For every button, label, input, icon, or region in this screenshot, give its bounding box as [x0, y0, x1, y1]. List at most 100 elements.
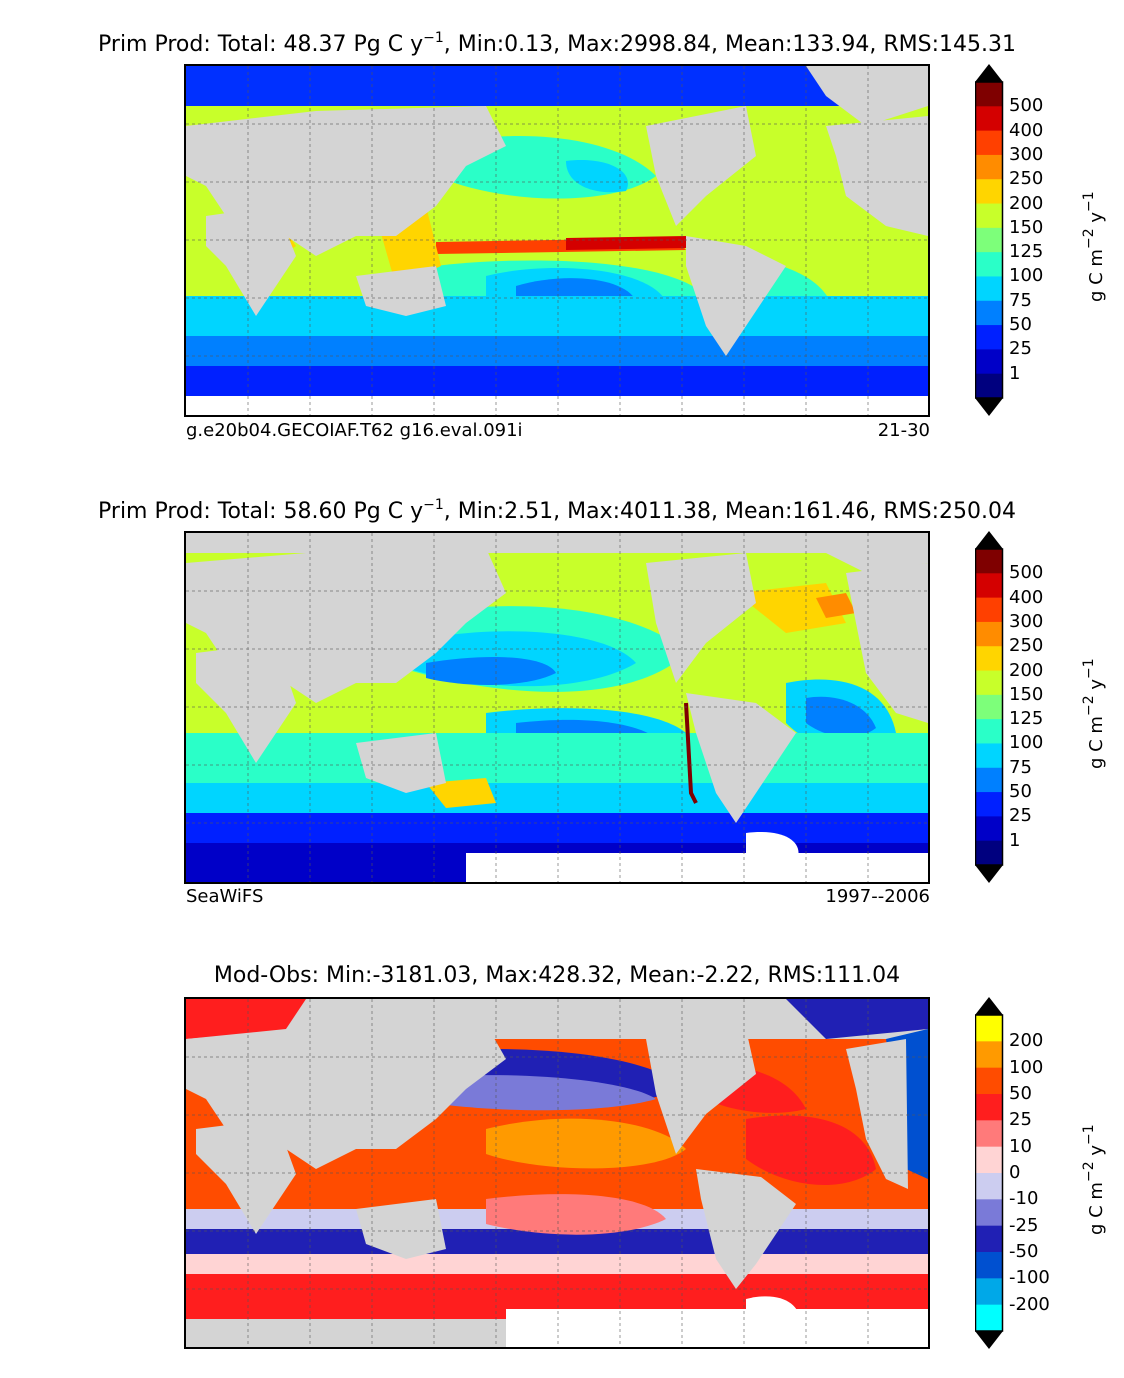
colorbar-swatch — [975, 252, 1003, 277]
colorbar-tick-label: 125 — [1009, 241, 1044, 263]
colorbar-swatch — [975, 597, 1003, 623]
colorbar-tick-label: 0 — [1009, 1162, 1021, 1183]
panel1-right-label: 21-30 — [877, 420, 930, 441]
colorbar-frame — [975, 81, 1004, 399]
colorbar-swatch — [975, 106, 1003, 132]
colorbar-swatch — [975, 349, 1003, 375]
panel1-title-sup: −1 — [423, 30, 444, 46]
colorbar-tick-label: 10 — [1009, 1135, 1032, 1157]
colorbar-tick-label: -200 — [1009, 1293, 1050, 1315]
colorbar-frame — [975, 1014, 1004, 1332]
panel2-right-label: 1997--2006 — [825, 886, 930, 907]
colorbar-tick-label: -100 — [1009, 1267, 1050, 1289]
colorbar-swatch — [975, 300, 1003, 326]
colorbar-tick-label: 75 — [1009, 289, 1032, 311]
colorbar-unit-label: g C m−2 y−1 — [1081, 1124, 1107, 1235]
colorbar-swatch — [975, 373, 1003, 399]
panel2-title-prefix: Prim Prod: Total: 58.60 Pg C y — [98, 499, 424, 524]
panel2-title-sup: −1 — [423, 497, 444, 513]
colorbar-swatch — [975, 694, 1003, 720]
colorbar-tick-label: 50 — [1009, 1083, 1032, 1104]
colorbar-min-arrow — [975, 398, 1003, 416]
colorbar-max-arrow — [975, 64, 1003, 82]
colorbar-swatch — [975, 1067, 1003, 1095]
colorbar-swatch — [975, 646, 1003, 672]
colorbar-swatch — [975, 767, 1003, 793]
panel3-map — [184, 997, 930, 1349]
colorbar-tick-label: 25 — [1009, 805, 1032, 827]
colorbar-unit-label: g C m−2 y−1 — [1081, 658, 1107, 769]
colorbar-tick-label: 25 — [1009, 338, 1032, 360]
colorbar-swatch — [975, 792, 1003, 817]
colorbar-swatch — [975, 670, 1003, 696]
colorbar-tick-label: 25 — [1009, 1109, 1032, 1131]
colorbar-svg — [975, 64, 1004, 416]
colorbar-swatch — [975, 1278, 1003, 1306]
colorbar-swatch — [975, 621, 1003, 647]
colorbar-tick-label: 300 — [1009, 143, 1044, 165]
colorbar-tick-label: 1 — [1009, 829, 1021, 851]
colorbar-swatch — [975, 743, 1003, 769]
colorbar-swatch — [975, 227, 1003, 253]
colorbar-swatch — [975, 1041, 1003, 1069]
colorbar-tick-label: 100 — [1009, 1056, 1044, 1078]
colorbar-tick-label: 100 — [1009, 265, 1044, 287]
colorbar-tick-label: 500 — [1009, 95, 1044, 117]
colorbar-tick-label: 150 — [1009, 683, 1044, 705]
colorbar-tick-label: 200 — [1009, 192, 1044, 214]
panel3-colorbar: 200 100 50 25 10 0 -10 -25 -50 -100 -200 g C m−2 y−… — [975, 997, 1124, 1349]
colorbar-tick-label: 100 — [1009, 732, 1044, 754]
panel2-map-svg — [186, 533, 928, 882]
colorbar-swatch — [975, 130, 1003, 156]
colorbar-max-arrow — [975, 531, 1003, 549]
panel2-title-suffix: , Min:2.51, Max:4011.38, Mean:161.46, RM… — [443, 499, 1016, 524]
colorbar-swatch — [975, 1199, 1003, 1227]
colorbar-swatch — [975, 1225, 1003, 1253]
colorbar-tick-label: 150 — [1009, 216, 1044, 238]
panel1-title: Prim Prod: Total: 48.37 Pg C y−1, Min:0.… — [0, 30, 1114, 57]
colorbar-tick-label: 300 — [1009, 610, 1044, 632]
panel1-colorbar: 500 400 300 250 200 150 125 100 75 50 25 1 g C m−2 y… — [975, 64, 1124, 416]
panel3-map-svg — [186, 999, 928, 1347]
colorbar-max-arrow — [975, 997, 1003, 1015]
colorbar-swatch — [975, 1015, 1003, 1042]
colorbar-swatch — [975, 82, 1003, 107]
colorbar-swatch — [975, 719, 1003, 744]
colorbar-tick-label: 250 — [1009, 635, 1044, 657]
colorbar-min-arrow — [975, 865, 1003, 883]
colorbar-tick-label: 200 — [1009, 1030, 1044, 1052]
colorbar-tick-label: 500 — [1009, 562, 1044, 584]
colorbar-swatch — [975, 203, 1003, 229]
colorbar-tick-label: -50 — [1009, 1241, 1039, 1262]
colorbar-min-arrow — [975, 1331, 1003, 1349]
colorbar-tick-label: -25 — [1009, 1214, 1039, 1236]
colorbar-swatch — [975, 549, 1003, 574]
colorbar-tick-label: -10 — [1009, 1188, 1039, 1210]
colorbar-frame — [975, 548, 1004, 866]
colorbar-swatch — [975, 1146, 1003, 1174]
panel1-map-svg — [186, 66, 928, 415]
panel1-title-suffix: , Min:0.13, Max:2998.84, Mean:133.94, RM… — [443, 32, 1016, 57]
colorbar-tick-label: 50 — [1009, 314, 1032, 336]
colorbar-swatch — [975, 1173, 1003, 1200]
colorbar-svg — [975, 997, 1004, 1349]
colorbar-tick-label: 50 — [1009, 781, 1032, 803]
colorbar-swatch — [975, 325, 1003, 350]
panel2-title: Prim Prod: Total: 58.60 Pg C y−1, Min:2.… — [0, 497, 1114, 524]
colorbar-swatch — [975, 1304, 1003, 1332]
colorbar-swatch — [975, 840, 1003, 866]
colorbar-tick-label: 200 — [1009, 659, 1044, 681]
colorbar-swatch — [975, 816, 1003, 842]
panel1-left-label: g.e20b04.GECOIAF.T62 g16.eval.091i — [186, 420, 523, 441]
panel2-left-label: SeaWiFS — [186, 886, 264, 907]
colorbar-tick-label: 1 — [1009, 362, 1021, 384]
panel1-map — [184, 64, 930, 417]
colorbar-tick-label: 400 — [1009, 119, 1044, 141]
colorbar-swatch — [975, 1252, 1003, 1279]
colorbar-swatch — [975, 1120, 1003, 1148]
colorbar-swatch — [975, 276, 1003, 302]
colorbar-tick-label: 125 — [1009, 708, 1044, 730]
colorbar-swatch — [975, 154, 1003, 180]
panel1-title-prefix: Prim Prod: Total: 48.37 Pg C y — [98, 32, 424, 57]
colorbar-tick-label: 75 — [1009, 756, 1032, 778]
